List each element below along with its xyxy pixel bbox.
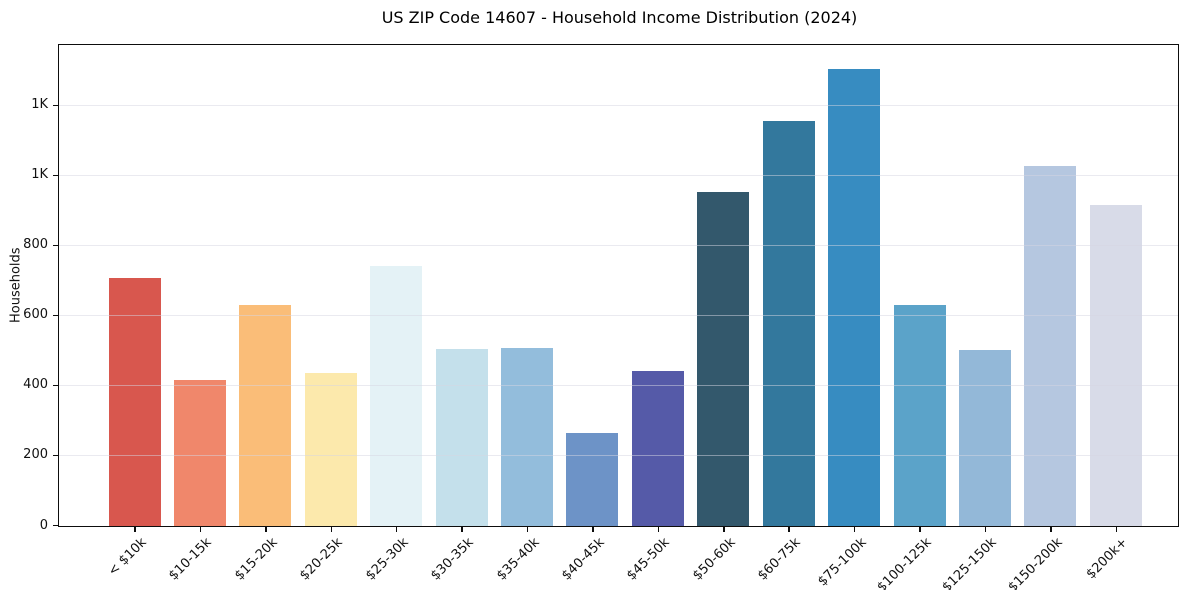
- x-tick-mark: [657, 527, 660, 532]
- bar-75-100k: [828, 69, 881, 526]
- y-tick-label: 1K: [31, 97, 48, 113]
- x-tick-mark: [853, 527, 856, 532]
- x-tick-label: $60-75k: [755, 535, 804, 584]
- y-tick-label: 1K: [31, 167, 48, 183]
- x-tick-mark: [526, 527, 529, 532]
- chart-title: US ZIP Code 14607 - Household Income Dis…: [381, 8, 858, 27]
- y-tick-mark: [53, 174, 58, 177]
- bar-25-30k: [370, 265, 423, 526]
- x-tick-label: $15-20k: [231, 535, 281, 584]
- x-tick-label: < $10k: [105, 535, 150, 580]
- y-tick-mark: [53, 454, 58, 457]
- x-tick-mark: [1050, 527, 1052, 532]
- bar-10k: [108, 278, 161, 526]
- y-tick-mark: [53, 384, 58, 387]
- x-tick-label: $45-50k: [624, 535, 673, 584]
- bar-15-20k: [239, 305, 292, 526]
- x-tick-mark: [395, 527, 398, 532]
- x-tick-mark: [592, 527, 594, 532]
- y-tick-label: 400: [23, 377, 48, 393]
- bar-45-50k: [631, 370, 684, 526]
- bar-10-15k: [173, 380, 226, 526]
- x-tick-mark: [788, 527, 790, 532]
- y-tick-label: 600: [23, 307, 48, 323]
- y-tick-label: 200: [23, 447, 48, 463]
- x-tick-label: $20-25k: [297, 535, 346, 584]
- bar-60-75k: [762, 120, 815, 526]
- plot-area: [58, 44, 1179, 527]
- y-tick-label: 800: [23, 237, 48, 253]
- y-tick-mark: [53, 524, 58, 527]
- x-tick-mark: [199, 527, 202, 532]
- x-tick-mark: [330, 527, 332, 532]
- bar-100-125k: [893, 305, 946, 526]
- x-tick-label: $40-45k: [559, 535, 608, 584]
- bar-20-25k: [304, 373, 357, 526]
- bar-40-45k: [566, 433, 619, 526]
- bar-50-60k: [697, 192, 750, 526]
- x-tick-label: $35-40k: [493, 535, 543, 584]
- bar-200k: [1089, 204, 1142, 526]
- x-tick-mark: [919, 527, 921, 532]
- bar-125-150k: [958, 349, 1011, 526]
- y-tick-mark: [53, 104, 58, 107]
- y-tick-label: 0: [39, 517, 48, 533]
- bar-150-200k: [1024, 166, 1077, 526]
- x-tick-label: $200k+: [1083, 535, 1131, 583]
- y-tick-mark: [53, 314, 58, 317]
- x-tick-label: $10-15k: [166, 535, 216, 584]
- x-tick-mark: [461, 527, 463, 532]
- bar-35-40k: [501, 348, 554, 526]
- bars-layer: [59, 45, 1178, 526]
- x-tick-mark: [984, 527, 987, 532]
- x-tick-label: $25-30k: [362, 535, 412, 584]
- x-tick-label: $30-35k: [428, 535, 477, 584]
- x-tick-mark: [1115, 527, 1118, 532]
- y-tick-mark: [53, 244, 58, 247]
- x-tick-mark: [723, 527, 725, 532]
- x-tick-label: $50-60k: [689, 535, 739, 584]
- x-tick-mark: [134, 527, 136, 532]
- bar-30-35k: [435, 348, 488, 526]
- x-tick-mark: [265, 527, 267, 532]
